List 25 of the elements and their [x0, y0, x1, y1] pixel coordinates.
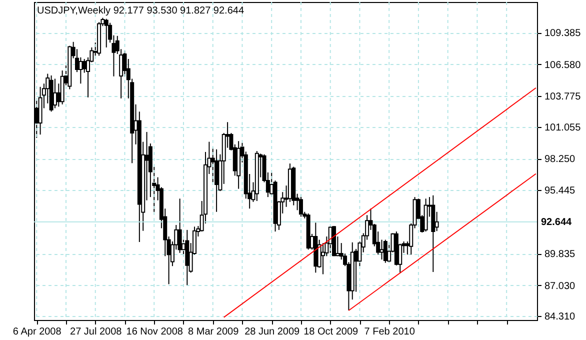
candlestick	[178, 198, 182, 254]
x-tick-label: 7 Feb 2010	[364, 326, 416, 338]
y-tick-label: 84.310	[544, 312, 576, 323]
y-tick-label: 98.250	[544, 154, 576, 166]
x-tick-label: 8 Mar 2009	[188, 326, 240, 338]
y-tick-label: 87.030	[544, 280, 576, 292]
candlestick	[380, 239, 384, 260]
y-tick-label: 103.775	[544, 92, 582, 103]
y-tick-label: 95.445	[544, 186, 576, 197]
y-tick-label: 101.055	[544, 122, 582, 134]
x-tick-label: 16 Nov 2008	[126, 326, 184, 338]
x-tick-label: 6 Apr 2008	[12, 326, 62, 338]
x-tick-label: 18 Oct 2009	[304, 326, 359, 338]
x-tick-label: 28 Jun 2009	[244, 326, 300, 338]
candlestick	[82, 58, 86, 74]
x-tick-label: 27 Jul 2008	[70, 326, 122, 338]
candlestick	[383, 239, 388, 264]
candlestick	[78, 56, 83, 84]
ref-line-label: 92.644	[541, 216, 572, 228]
y-tick-label: 106.580	[544, 60, 582, 71]
chart-title: USDJPY,Weekly 92.177 93.530 91.827 92.644	[37, 6, 244, 16]
candlestick	[104, 18, 108, 48]
y-tick-label: 109.385	[544, 28, 582, 40]
candlestick	[52, 78, 57, 109]
y-tick-label: 89.835	[544, 249, 576, 260]
